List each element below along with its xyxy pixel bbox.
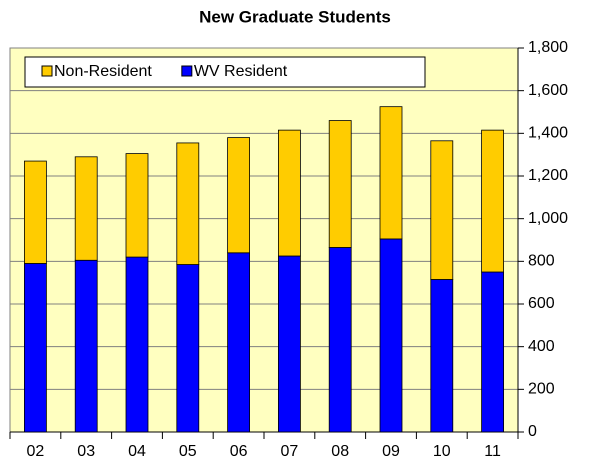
y-tick-label: 600 <box>528 295 555 312</box>
bar-segment <box>23 263 47 433</box>
bar-segment <box>74 259 98 433</box>
bar-segment <box>176 142 200 265</box>
bar-segment <box>328 120 352 248</box>
y-tick-label: 800 <box>528 253 555 270</box>
y-tick-label: 200 <box>528 381 555 398</box>
y-tick-label: 1,800 <box>528 39 568 56</box>
y-tick-label: 0 <box>528 423 537 440</box>
x-tick-label: 09 <box>382 443 400 460</box>
legend-label: WV Resident <box>194 63 288 80</box>
y-tick-label: 1,400 <box>528 125 568 142</box>
x-tick-label: 11 <box>484 443 501 460</box>
y-tick-label: 400 <box>528 338 555 355</box>
bar-segment <box>430 140 454 280</box>
bar-segment <box>125 256 149 433</box>
x-tick-label: 04 <box>128 443 146 460</box>
bar-segment <box>176 264 200 433</box>
bar-segment <box>379 106 403 240</box>
bar-segment <box>227 137 251 254</box>
x-tick-label: 06 <box>230 443 248 460</box>
bar-segment <box>379 238 403 433</box>
x-tick-label: 03 <box>77 443 95 460</box>
y-tick-label: 1,000 <box>528 210 568 227</box>
y-tick-label: 1,600 <box>528 82 568 99</box>
bar-segment <box>277 129 301 257</box>
legend <box>24 56 426 88</box>
bar-segment <box>23 160 47 264</box>
y-tick-label: 1,200 <box>528 167 568 184</box>
bar-segment <box>328 247 352 433</box>
bar-segment <box>227 252 251 433</box>
x-tick-label: 02 <box>27 443 45 460</box>
bar-segment <box>481 271 505 433</box>
legend-swatch <box>41 65 53 77</box>
legend-swatch <box>181 65 193 77</box>
legend-label: Non-Resident <box>54 63 152 80</box>
x-tick-label: 08 <box>331 443 349 460</box>
bar-segment <box>277 255 301 433</box>
bar-segment <box>74 156 98 261</box>
chart-title: New Graduate Students <box>199 7 391 26</box>
bar-segment <box>430 279 454 433</box>
x-tick-label: 10 <box>433 443 451 460</box>
x-tick-label: 05 <box>179 443 197 460</box>
bar-segment <box>125 153 149 258</box>
bar-segment <box>481 129 505 273</box>
x-tick-label: 07 <box>281 443 299 460</box>
